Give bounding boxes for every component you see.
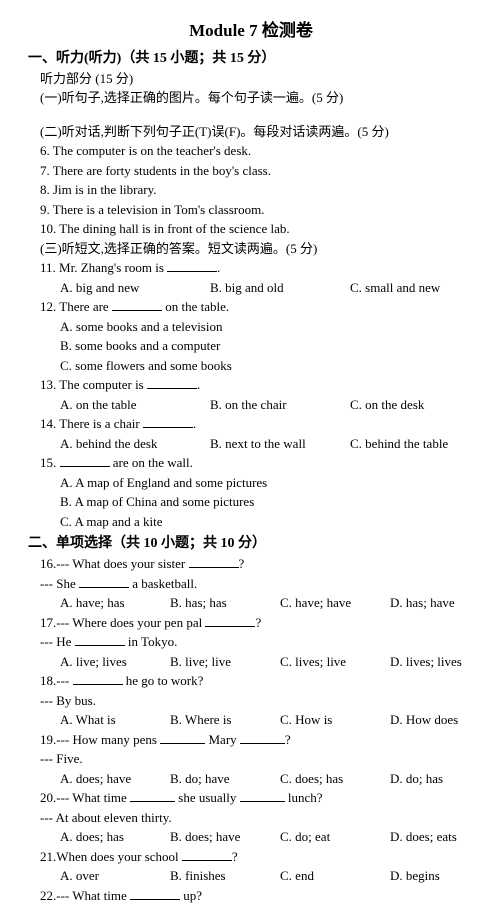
q21-b: B. finishes	[170, 866, 280, 886]
q13-a: A. on the table	[60, 395, 210, 415]
q21-c: C. end	[280, 866, 390, 886]
q14-b: B. next to the wall	[210, 434, 350, 454]
q20-d: D. does; eats	[390, 827, 457, 847]
section1-sub1: 听力部分 (15 分)	[40, 69, 474, 89]
q19-l2: --- Five.	[40, 749, 474, 769]
q12-a: A. some books and a television	[40, 317, 474, 337]
q21-l1: 21.When does your school ?	[40, 847, 474, 867]
document-title: Module 7 检测卷	[28, 18, 474, 44]
q11-stem: 11. Mr. Zhang's room is .	[40, 258, 474, 278]
q6: 6. The computer is on the teacher's desk…	[40, 141, 474, 161]
q17-l1: 17.--- Where does your pen pal ?	[40, 613, 474, 633]
section1-sub2: (一)听句子,选择正确的图片。每个句子读一遍。(5 分)	[40, 88, 474, 108]
q16-a: A. have; has	[60, 593, 170, 613]
q19-l1: 19.--- How many pens Mary ?	[40, 730, 474, 750]
q17-b: B. live; live	[170, 652, 280, 672]
q22-l1: 22.--- What time up?	[40, 886, 474, 906]
q14-c: C. behind the table	[350, 434, 448, 454]
q20-l2: --- At about eleven thirty.	[40, 808, 474, 828]
q16-l1: 16.--- What does your sister ?	[40, 554, 474, 574]
q15-stem: 15. are on the wall.	[40, 453, 474, 473]
q18-a: A. What is	[60, 710, 170, 730]
q18-d: D. How does	[390, 710, 458, 730]
q19-a: A. does; have	[60, 769, 170, 789]
q10: 10. The dining hall is in front of the s…	[40, 219, 474, 239]
q20-l1: 20.--- What time she usually lunch?	[40, 788, 474, 808]
q9: 9. There is a television in Tom's classr…	[40, 200, 474, 220]
q15-a: A. A map of England and some pictures	[40, 473, 474, 493]
q12-stem: 12. There are on the table.	[40, 297, 474, 317]
q19-options: A. does; have B. do; have C. does; has D…	[40, 769, 474, 789]
q16-l2: --- She a basketball.	[40, 574, 474, 594]
q17-c: C. lives; live	[280, 652, 390, 672]
q17-options: A. live; lives B. live; live C. lives; l…	[40, 652, 474, 672]
q8: 8. Jim is in the library.	[40, 180, 474, 200]
spacer	[28, 108, 474, 122]
q7: 7. There are forty students in the boy's…	[40, 161, 474, 181]
q11-options: A. big and new B. big and old C. small a…	[40, 278, 474, 298]
q15-c: C. A map and a kite	[40, 512, 474, 532]
q18-c: C. How is	[280, 710, 390, 730]
section2-heading: 二、单项选择（共 10 小题；共 10 分）	[28, 533, 474, 554]
q14-a: A. behind the desk	[60, 434, 210, 454]
q16-b: B. has; has	[170, 593, 280, 613]
q16-c: C. have; have	[280, 593, 390, 613]
section1-heading: 一、听力(听力)（共 15 小题；共 15 分）	[28, 48, 474, 69]
section1-sub3: (二)听对话,判断下列句子正(T)误(F)。每段对话读两遍。(5 分)	[40, 122, 474, 142]
q21-d: D. begins	[390, 866, 440, 886]
q13-options: A. on the table B. on the chair C. on th…	[40, 395, 474, 415]
q14-stem: 14. There is a chair .	[40, 414, 474, 434]
q18-options: A. What is B. Where is C. How is D. How …	[40, 710, 474, 730]
q20-b: B. does; have	[170, 827, 280, 847]
q13-c: C. on the desk	[350, 395, 424, 415]
q18-l1: 18.--- he go to work?	[40, 671, 474, 691]
q17-d: D. lives; lives	[390, 652, 462, 672]
q18-l2: --- By bus.	[40, 691, 474, 711]
q12-c: C. some flowers and some books	[40, 356, 474, 376]
q11-b: B. big and old	[210, 278, 350, 298]
q16-options: A. have; has B. has; has C. have; have D…	[40, 593, 474, 613]
q13-b: B. on the chair	[210, 395, 350, 415]
q20-c: C. do; eat	[280, 827, 390, 847]
q20-a: A. does; has	[60, 827, 170, 847]
q19-c: C. does; has	[280, 769, 390, 789]
q18-b: B. Where is	[170, 710, 280, 730]
q11-a: A. big and new	[60, 278, 210, 298]
q21-options: A. over B. finishes C. end D. begins	[40, 866, 474, 886]
q20-options: A. does; has B. does; have C. do; eat D.…	[40, 827, 474, 847]
section1-sub4: (三)听短文,选择正确的答案。短文读两遍。(5 分)	[40, 239, 474, 259]
q11-c: C. small and new	[350, 278, 440, 298]
q16-d: D. has; have	[390, 593, 455, 613]
q12-b: B. some books and a computer	[40, 336, 474, 356]
q21-a: A. over	[60, 866, 170, 886]
q13-stem: 13. The computer is .	[40, 375, 474, 395]
q17-a: A. live; lives	[60, 652, 170, 672]
q14-options: A. behind the desk B. next to the wall C…	[40, 434, 474, 454]
q15-b: B. A map of China and some pictures	[40, 492, 474, 512]
q19-d: D. do; has	[390, 769, 443, 789]
q19-b: B. do; have	[170, 769, 280, 789]
